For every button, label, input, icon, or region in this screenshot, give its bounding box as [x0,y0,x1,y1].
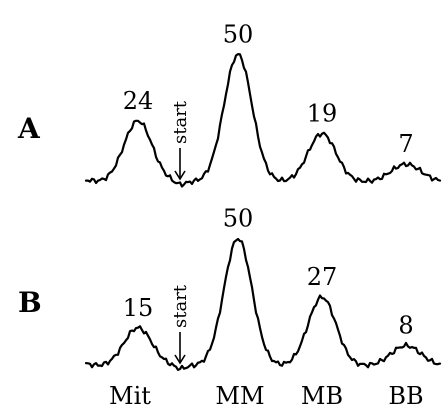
panel-a-peak-bb-value: 7 [398,130,413,158]
panel-a-label: A [17,112,41,145]
panel-b-start-label: start [170,284,191,328]
category-label-mit: Mit [109,382,151,410]
panel-a-peak-mit-value: 24 [123,87,154,115]
panel-a-start-label: start [170,100,191,144]
panel-a: A start 24 50 19 7 [17,21,442,188]
panel-a-trace [84,53,442,188]
panel-b-peak-mit-value: 15 [123,294,154,322]
panel-b: B start 15 50 27 8 [18,205,442,371]
panel-b-start-arrowhead [174,354,186,365]
panel-a-peak-mm-value: 50 [223,21,254,49]
category-axis: Mit MM MB BB [109,382,424,410]
category-label-bb: BB [388,382,423,410]
panel-b-trace [84,237,442,371]
panel-a-start-arrowhead [174,170,186,181]
panel-a-peak-mb-value: 19 [307,100,338,128]
panel-b-label: B [18,286,42,319]
category-label-mm: MM [215,382,264,410]
panel-b-peak-mm-value: 50 [223,205,254,233]
category-label-mb: MB [301,382,343,410]
panel-b-peak-bb-value: 8 [398,312,413,340]
panel-b-peak-mb-value: 27 [307,263,338,291]
